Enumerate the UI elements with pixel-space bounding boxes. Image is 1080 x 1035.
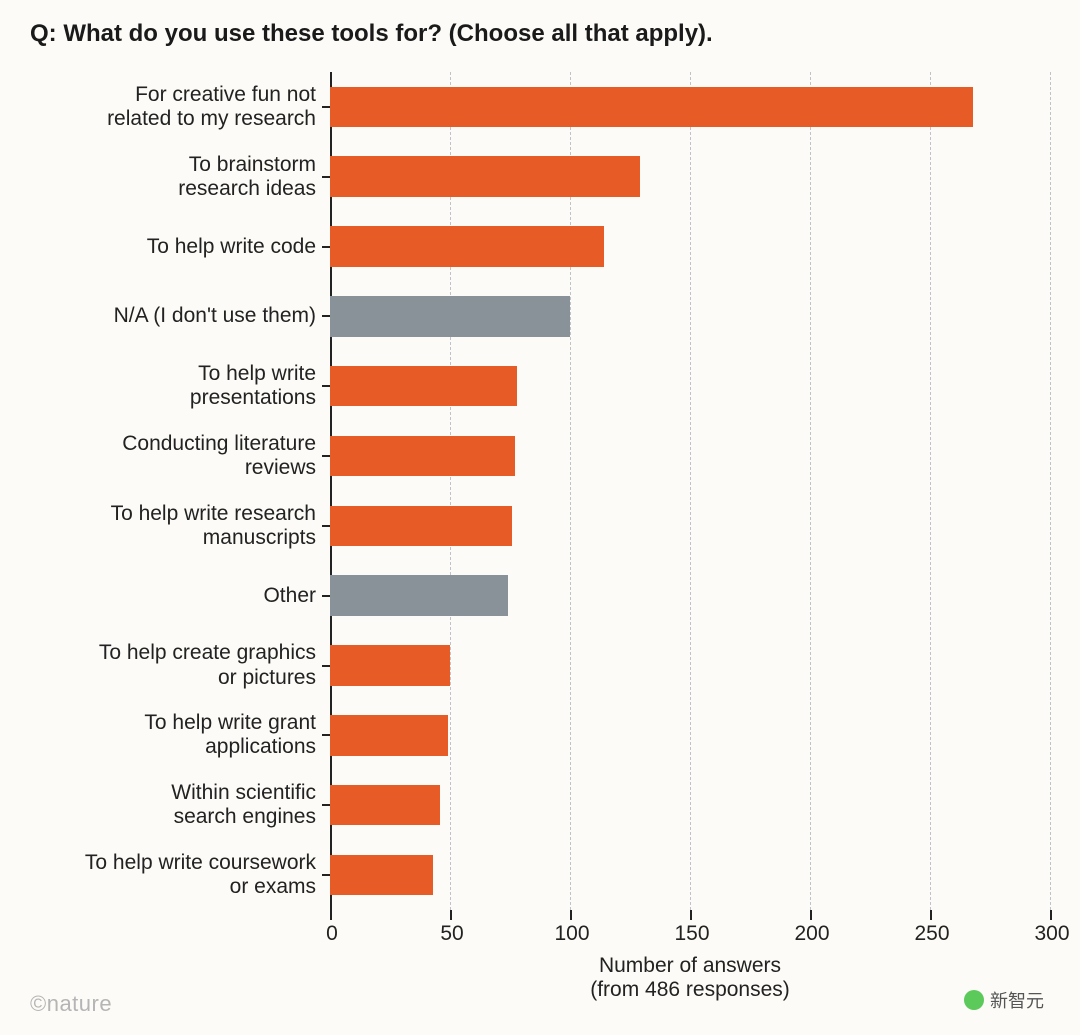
plot-area: For creative fun notrelated to my resear… <box>30 72 1050 910</box>
chart-container: Q: What do you use these tools for? (Cho… <box>0 0 1080 1035</box>
y-tick <box>322 246 330 248</box>
x-tick: 0 <box>330 910 332 920</box>
chart-title: Q: What do you use these tools for? (Cho… <box>30 20 1050 48</box>
x-tick-label: 0 <box>326 922 338 946</box>
x-tick: 150 <box>690 910 692 920</box>
bar-row: For creative fun notrelated to my resear… <box>30 87 1050 128</box>
y-tick <box>322 525 330 527</box>
bar-row: To help writepresentations <box>30 366 1050 407</box>
bar-row: To brainstormresearch ideas <box>30 156 1050 197</box>
bar-row: Conducting literaturereviews <box>30 436 1050 477</box>
bar-row: To help write code <box>30 226 1050 267</box>
bar <box>330 715 448 756</box>
x-tick-label: 250 <box>914 922 949 946</box>
y-tick <box>322 385 330 387</box>
y-tick <box>322 595 330 597</box>
category-label: Other <box>30 584 330 608</box>
category-label: To help create graphicsor pictures <box>30 641 330 689</box>
category-label: To help write courseworkor exams <box>30 851 330 899</box>
category-label: To help write researchmanuscripts <box>30 502 330 550</box>
category-label: To help write grantapplications <box>30 711 330 759</box>
y-tick <box>322 874 330 876</box>
x-tick: 250 <box>930 910 932 920</box>
credit-text: ©nature <box>30 991 112 1017</box>
bar <box>330 436 515 477</box>
x-axis-label: Number of answers(from 486 responses) <box>330 954 1050 1002</box>
category-label: N/A (I don't use them) <box>30 304 330 328</box>
y-tick <box>322 734 330 736</box>
x-tick: 200 <box>810 910 812 920</box>
x-tick: 300 <box>1050 910 1052 920</box>
bar-row: N/A (I don't use them) <box>30 296 1050 337</box>
gridline <box>1050 72 1051 910</box>
bar-row: To help write researchmanuscripts <box>30 506 1050 547</box>
bar <box>330 87 973 128</box>
watermark: 新智元 <box>964 987 1044 1013</box>
y-tick <box>322 176 330 178</box>
x-tick-label: 50 <box>440 922 463 946</box>
bar <box>330 855 433 896</box>
category-label: Conducting literaturereviews <box>30 432 330 480</box>
x-tick-label: 150 <box>674 922 709 946</box>
x-tick-label: 100 <box>554 922 589 946</box>
bar-row: To help write courseworkor exams <box>30 855 1050 896</box>
bar-row: Within scientificsearch engines <box>30 785 1050 826</box>
bar-row: To help create graphicsor pictures <box>30 645 1050 686</box>
bar-row: To help write grantapplications <box>30 715 1050 756</box>
bar <box>330 575 508 616</box>
bar <box>330 785 440 826</box>
x-tick: 100 <box>570 910 572 920</box>
x-tick-label: 300 <box>1034 922 1069 946</box>
y-tick <box>322 455 330 457</box>
category-label: To help writepresentations <box>30 362 330 410</box>
watermark-text: 新智元 <box>990 987 1044 1013</box>
bar <box>330 645 450 686</box>
category-label: To brainstormresearch ideas <box>30 153 330 201</box>
x-axis: 0 50 100 150 200 250 300 <box>30 910 1050 950</box>
bar <box>330 506 512 547</box>
bar <box>330 296 570 337</box>
bar <box>330 226 604 267</box>
category-label: For creative fun notrelated to my resear… <box>30 83 330 131</box>
bar-row: Other <box>30 575 1050 616</box>
x-tick-label: 200 <box>794 922 829 946</box>
category-label: Within scientificsearch engines <box>30 781 330 829</box>
y-tick <box>322 106 330 108</box>
category-label: To help write code <box>30 235 330 259</box>
y-tick <box>322 665 330 667</box>
x-tick: 50 <box>450 910 452 920</box>
bar <box>330 156 640 197</box>
y-tick <box>322 315 330 317</box>
wechat-icon <box>964 990 984 1010</box>
y-tick <box>322 804 330 806</box>
bar <box>330 366 517 407</box>
